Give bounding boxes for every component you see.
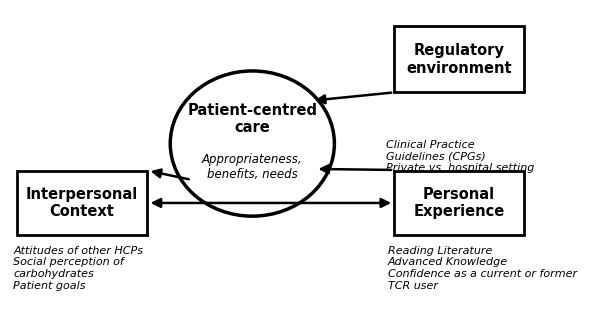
Text: Personal
Experience: Personal Experience [413,187,505,219]
Text: Reading Literature
Advanced Knowledge
Confidence as a current or former
TCR user: Reading Literature Advanced Knowledge Co… [388,246,577,291]
FancyBboxPatch shape [17,171,147,235]
Text: Attitudes of other HCPs
Social perception of
carbohydrates
Patient goals: Attitudes of other HCPs Social perceptio… [13,246,143,291]
Text: Clinical Practice
Guidelines (CPGs)
Private vs. hospital setting: Clinical Practice Guidelines (CPGs) Priv… [386,140,534,174]
Text: Regulatory
environment: Regulatory environment [406,43,512,76]
FancyBboxPatch shape [393,26,524,92]
Text: Patient-centred
care: Patient-centred care [187,103,317,135]
Text: Appropriateness,
benefits, needs: Appropriateness, benefits, needs [202,153,303,181]
Text: Interpersonal
Context: Interpersonal Context [26,187,138,219]
FancyBboxPatch shape [393,171,524,235]
Ellipse shape [170,71,334,216]
